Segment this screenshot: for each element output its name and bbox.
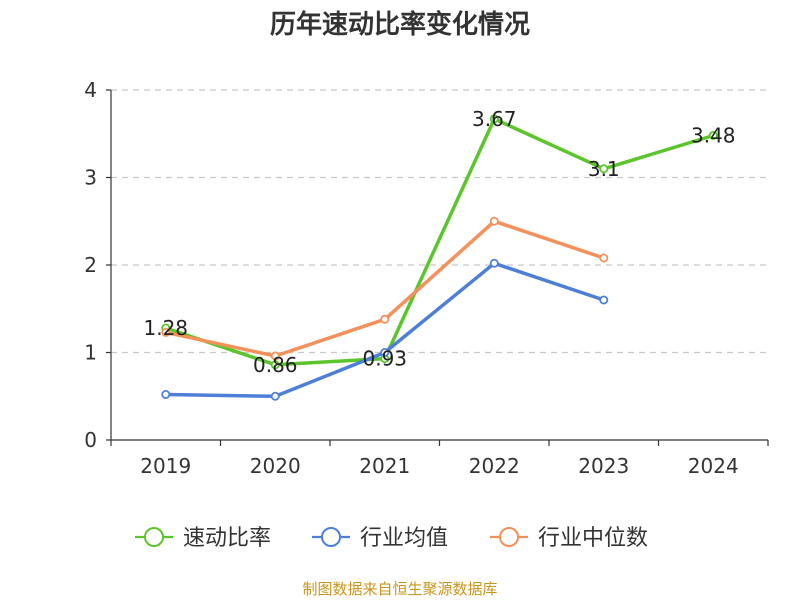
legend[interactable]: 速动比率 行业均值 行业中位数 [135, 526, 648, 551]
source-note: 制图数据来自恒生聚源数据库 [302, 580, 497, 598]
series-line-0 [164, 117, 716, 367]
data-point [380, 314, 390, 324]
x-tick-label: 2019 [140, 454, 191, 478]
legend-item-0[interactable]: 速动比率 [135, 526, 271, 551]
data-point [489, 216, 499, 226]
data-point [161, 389, 171, 399]
data-point [380, 347, 390, 357]
x-tick-label: 2022 [469, 454, 520, 478]
series-lines [161, 114, 718, 401]
data-point [270, 391, 280, 401]
data-point [599, 164, 609, 174]
data-point [599, 295, 609, 305]
data-label: 3.48 [691, 124, 736, 148]
data-label: 3.67 [472, 107, 517, 131]
data-point [161, 327, 171, 337]
legend-label: 速动比率 [183, 526, 271, 551]
y-tick-label: 3 [84, 166, 97, 190]
data-label: 1.28 [143, 316, 188, 340]
data-point [270, 351, 280, 361]
legend-marker [499, 527, 519, 547]
series-line-1 [164, 261, 606, 399]
y-tick-label: 1 [84, 341, 97, 365]
legend-label: 行业中位数 [538, 526, 648, 551]
data-labels: 1.28 0.86 0.93 3.67 3.1 3.48 [143, 107, 735, 377]
series-line-2 [164, 219, 606, 358]
y-tick-label: 0 [84, 428, 97, 452]
data-point [599, 253, 609, 263]
data-point [489, 114, 499, 124]
y-tick-label: 4 [84, 78, 97, 102]
grid-lines [111, 89, 768, 354]
x-tick-label: 2023 [578, 454, 629, 478]
legend-marker [321, 527, 341, 547]
legend-marker [144, 527, 164, 547]
data-point [708, 130, 718, 140]
data-point [270, 360, 280, 370]
x-tick-label: 2021 [359, 454, 410, 478]
x-tick-label: 2024 [688, 454, 739, 478]
axes: 0 1 2 3 4 2019 2020 2021 2022 2023 2024 [84, 78, 769, 478]
data-label: 0.93 [362, 347, 407, 371]
legend-item-1[interactable]: 行业均值 [312, 526, 448, 551]
x-tick-label: 2020 [250, 454, 301, 478]
y-tick-label: 2 [84, 253, 97, 277]
legend-label: 行业均值 [360, 526, 448, 551]
data-label: 0.86 [253, 353, 298, 377]
legend-item-2[interactable]: 行业中位数 [490, 526, 648, 551]
data-point [489, 258, 499, 268]
data-label: 3.1 [588, 157, 620, 181]
chart-title: 历年速动比率变化情况 [270, 9, 530, 40]
